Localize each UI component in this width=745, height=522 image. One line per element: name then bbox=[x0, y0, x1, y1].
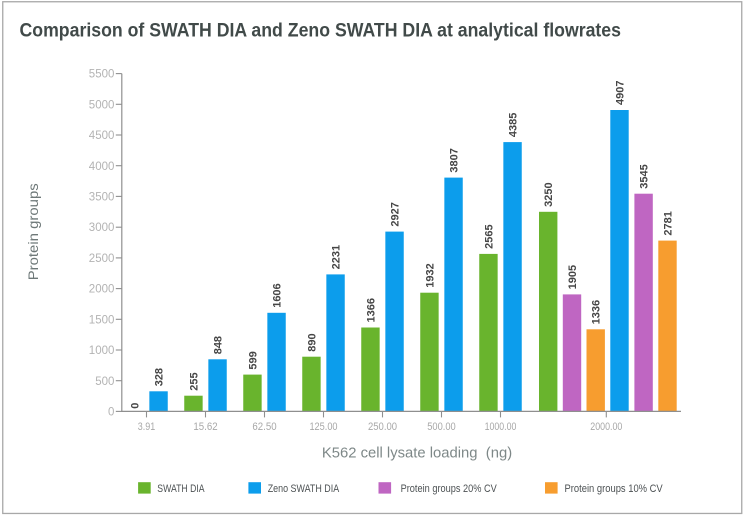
svg-text:2927: 2927 bbox=[390, 202, 402, 226]
svg-text:1905: 1905 bbox=[567, 265, 579, 289]
svg-text:599: 599 bbox=[247, 351, 259, 369]
svg-text:2000: 2000 bbox=[89, 284, 115, 296]
svg-text:5500: 5500 bbox=[89, 69, 115, 81]
svg-text:250.00: 250.00 bbox=[368, 421, 397, 433]
svg-text:3000: 3000 bbox=[89, 222, 115, 234]
svg-text:3807: 3807 bbox=[449, 148, 461, 172]
svg-text:5000: 5000 bbox=[89, 99, 115, 111]
svg-text:SWATH DIA: SWATH DIA bbox=[157, 483, 205, 495]
svg-text:0: 0 bbox=[108, 407, 114, 419]
svg-text:1366: 1366 bbox=[365, 298, 377, 322]
svg-text:255: 255 bbox=[188, 372, 200, 390]
svg-text:1606: 1606 bbox=[272, 283, 284, 307]
svg-text:1932: 1932 bbox=[424, 263, 436, 287]
svg-text:3545: 3545 bbox=[639, 164, 651, 188]
svg-text:Zeno SWATH DIA: Zeno SWATH DIA bbox=[268, 483, 340, 495]
svg-text:4000: 4000 bbox=[89, 161, 115, 173]
svg-text:Protein groups: Protein groups bbox=[26, 183, 41, 280]
svg-text:2500: 2500 bbox=[89, 253, 115, 265]
svg-text:Protein groups 20% CV: Protein groups 20% CV bbox=[401, 483, 498, 495]
svg-text:15.62: 15.62 bbox=[193, 421, 217, 433]
svg-text:0: 0 bbox=[129, 403, 141, 409]
svg-text:K562 cell lysate loading (ng): K562 cell lysate loading (ng) bbox=[322, 446, 512, 462]
svg-text:1336: 1336 bbox=[591, 300, 603, 324]
svg-text:4500: 4500 bbox=[89, 130, 115, 142]
svg-text:2000.00: 2000.00 bbox=[590, 421, 622, 433]
svg-text:3250: 3250 bbox=[543, 182, 555, 206]
svg-text:3.91: 3.91 bbox=[138, 421, 155, 433]
svg-text:500: 500 bbox=[95, 376, 114, 388]
svg-text:1500: 1500 bbox=[89, 314, 115, 326]
svg-text:125.00: 125.00 bbox=[309, 421, 337, 433]
svg-text:890: 890 bbox=[306, 333, 318, 351]
svg-text:2231: 2231 bbox=[331, 245, 343, 269]
svg-text:328: 328 bbox=[154, 368, 166, 386]
svg-text:2781: 2781 bbox=[663, 211, 675, 235]
svg-text:4385: 4385 bbox=[508, 113, 520, 137]
svg-text:4907: 4907 bbox=[615, 81, 627, 105]
svg-text:Comparison of SWATH DIA and Ze: Comparison of SWATH DIA and Zeno SWATH D… bbox=[20, 20, 622, 41]
svg-text:1000: 1000 bbox=[89, 345, 115, 357]
svg-text:848: 848 bbox=[213, 336, 225, 354]
svg-text:500.00: 500.00 bbox=[427, 421, 456, 433]
svg-text:Protein groups 10% CV: Protein groups 10% CV bbox=[565, 483, 664, 495]
svg-text:2565: 2565 bbox=[483, 224, 495, 248]
svg-text:1000.00: 1000.00 bbox=[485, 421, 517, 433]
svg-text:3500: 3500 bbox=[89, 192, 115, 204]
svg-text:62.50: 62.50 bbox=[252, 421, 276, 433]
